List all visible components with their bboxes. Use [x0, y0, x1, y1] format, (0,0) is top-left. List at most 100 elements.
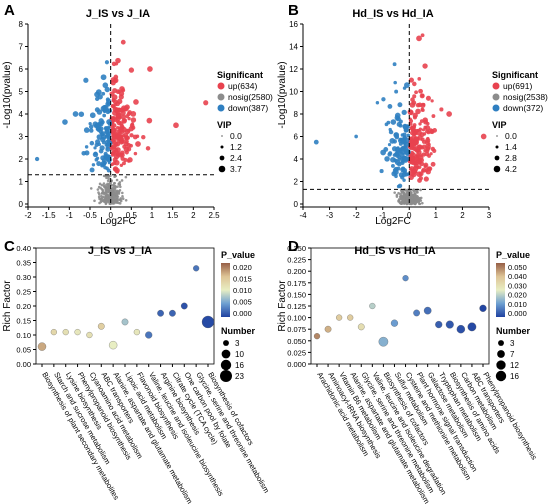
panel-letter-c: C — [4, 238, 15, 255]
down-point — [105, 146, 111, 152]
nosig-point — [409, 191, 413, 195]
up-point — [130, 117, 137, 123]
y-tick-label: 0.225 — [287, 256, 306, 265]
y-tick-label: 0.30 — [16, 273, 31, 282]
down-point — [393, 132, 398, 137]
down-point — [381, 97, 386, 102]
nosig-point — [401, 189, 405, 193]
down-point — [100, 74, 107, 81]
color-scale-label: 0.020 — [233, 263, 252, 272]
up-point — [173, 122, 179, 129]
y-tick-label: 0.00 — [16, 360, 31, 369]
size-label: 23 — [235, 372, 244, 381]
nosig-point — [124, 175, 128, 179]
x-tick-label: -3 — [326, 211, 334, 220]
enrichment-point — [456, 325, 466, 334]
nosig-point — [412, 188, 415, 192]
color-scale-label: 0.010 — [508, 300, 527, 309]
up-point — [408, 77, 414, 83]
down-point — [95, 156, 100, 160]
up-point — [111, 61, 117, 67]
up-point — [120, 114, 126, 120]
legend-label: down(372) — [503, 103, 543, 113]
y-tick-label: 5 — [19, 88, 24, 97]
down-point — [34, 156, 40, 162]
nosig-point — [395, 195, 399, 198]
size-swatch — [223, 340, 229, 346]
size-label: 10 — [235, 350, 244, 359]
up-point — [122, 144, 127, 149]
down-point — [403, 170, 407, 175]
size-swatch — [221, 349, 231, 359]
nosig-point — [111, 189, 114, 192]
enrichment-point — [157, 309, 164, 317]
y-axis-label: -Log10(pvalue) — [2, 61, 13, 128]
legend-swatch — [217, 82, 225, 90]
size-swatch — [495, 370, 507, 382]
nosig-point — [98, 193, 101, 196]
nosig-point — [118, 181, 122, 184]
enrichment-point — [62, 329, 69, 336]
down-point — [392, 139, 397, 144]
nosig-point — [111, 197, 115, 201]
down-point — [102, 113, 107, 118]
vip-label: 3.7 — [230, 164, 242, 174]
down-point — [400, 133, 405, 137]
vip-swatch — [220, 145, 224, 149]
vip-swatch — [218, 165, 226, 173]
down-point — [401, 138, 407, 144]
nosig-point — [121, 191, 124, 195]
enrichment-plot-d: Hd_IS vs Hd_IA 0.000 0.025 0.050 0.075 0.100… — [277, 244, 539, 504]
color-scale-label: 0.000 — [508, 309, 527, 318]
x-tick-label: 2.5 — [208, 211, 220, 220]
down-point — [402, 86, 407, 90]
nosig-point — [410, 201, 414, 204]
down-point — [103, 125, 109, 131]
y-axis-label: Rich Factor — [2, 280, 13, 332]
down-point — [394, 112, 401, 119]
up-point — [427, 154, 431, 158]
x-tick-label: -4 — [299, 211, 307, 220]
down-point — [400, 160, 405, 166]
nosig-point — [102, 182, 106, 185]
up-point — [414, 161, 419, 166]
nosig-point — [109, 202, 112, 206]
chart-title: Hd_IS vs Hd_IA — [352, 8, 433, 20]
nosig-point — [119, 185, 122, 189]
legend-swatch — [217, 93, 225, 101]
up-point — [417, 102, 423, 108]
nosig-point — [404, 201, 408, 205]
x-tick-label: 1.5 — [167, 211, 179, 220]
up-point — [133, 151, 138, 156]
y-tick-label: 4 — [19, 110, 24, 119]
up-point — [416, 171, 423, 178]
legend-label: nosig(2538) — [503, 92, 548, 102]
nosig-point — [397, 199, 401, 203]
enrichment-point — [336, 314, 343, 321]
down-point — [397, 157, 402, 162]
nosig-point — [398, 195, 402, 198]
up-point — [420, 33, 425, 38]
legend-swatch — [217, 104, 225, 112]
up-point — [408, 122, 413, 126]
up-point — [120, 156, 125, 161]
up-point — [409, 101, 416, 108]
down-point — [402, 148, 408, 153]
x-tick-label: 2 — [191, 211, 196, 220]
down-point — [89, 128, 94, 133]
down-point — [390, 163, 395, 168]
nosig-point — [118, 202, 122, 205]
down-point — [354, 134, 358, 139]
y-tick-label: 2 — [294, 178, 299, 187]
up-point — [112, 157, 118, 163]
down-point — [387, 143, 392, 147]
up-point — [110, 162, 114, 167]
up-point — [409, 153, 413, 157]
y-tick-label: 3 — [19, 133, 24, 142]
color-scale-label: 0.030 — [508, 281, 527, 290]
down-point — [94, 107, 100, 113]
y-tick-label: 0 — [294, 200, 299, 209]
up-point — [412, 94, 417, 99]
legend-label: down(387) — [228, 103, 268, 113]
down-point — [394, 89, 399, 94]
